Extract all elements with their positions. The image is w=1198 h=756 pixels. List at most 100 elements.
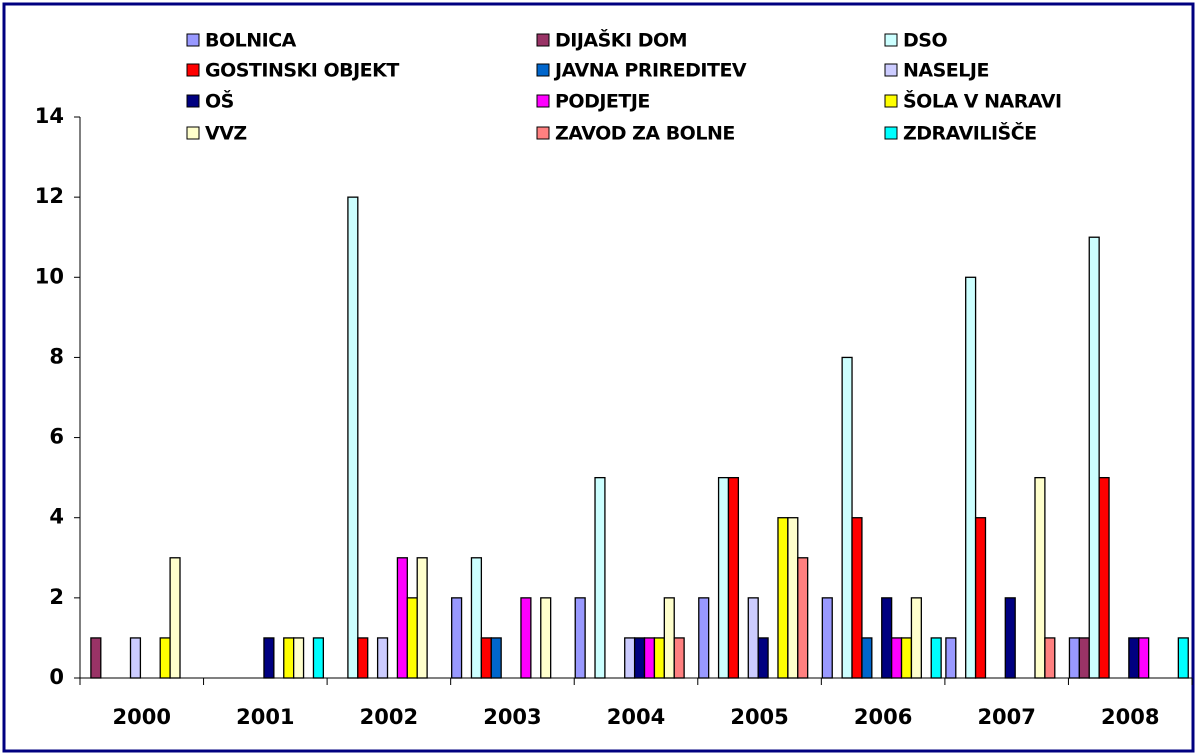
bar — [416, 557, 428, 679]
legend-label: GOSTINSKI OBJEKT — [205, 60, 399, 82]
bar — [451, 597, 463, 679]
bar — [698, 597, 710, 679]
bar — [1034, 476, 1046, 679]
legend-swatch — [186, 94, 200, 108]
bar — [1138, 637, 1150, 679]
bar — [159, 637, 171, 679]
bar — [861, 637, 873, 679]
bar — [574, 597, 586, 679]
bar — [890, 637, 903, 679]
x-tick-label: 2006 — [854, 705, 912, 729]
bar — [727, 476, 740, 679]
bar — [406, 597, 418, 679]
legend-label: VVZ — [205, 123, 247, 145]
bar — [787, 517, 799, 679]
bar — [490, 637, 502, 679]
legend-swatch — [884, 33, 898, 47]
bar — [663, 597, 675, 679]
y-tick-label: 0 — [49, 665, 64, 689]
bar — [841, 356, 853, 679]
bar — [1088, 236, 1100, 679]
x-tick-label: 2003 — [483, 705, 541, 729]
bar — [797, 557, 809, 679]
legend-label: OŠ — [205, 89, 234, 113]
x-tick-label: 2002 — [360, 705, 418, 729]
bar — [1128, 637, 1140, 679]
bar — [757, 637, 769, 679]
bar — [900, 637, 913, 679]
y-tick-label: 4 — [49, 505, 64, 529]
x-tick-label: 2008 — [1101, 705, 1159, 729]
legend-swatch — [536, 33, 550, 47]
bar — [1078, 637, 1090, 679]
bar — [470, 557, 483, 679]
bar — [293, 637, 305, 679]
bar — [851, 517, 863, 679]
legend-swatch — [186, 126, 200, 140]
legend-label: BOLNICA — [205, 30, 297, 52]
x-tick-label: 2004 — [607, 705, 665, 729]
y-tick-label: 12 — [35, 184, 64, 208]
legend-label: ŠOLA V NARAVI — [903, 89, 1062, 113]
bar — [1177, 637, 1189, 679]
legend-swatch — [186, 63, 200, 77]
x-tick-label: 2007 — [977, 705, 1035, 729]
bar — [169, 557, 181, 679]
legend-label: NASELJE — [903, 60, 989, 82]
bar — [653, 637, 665, 679]
y-tick-label: 8 — [49, 344, 64, 368]
bar — [974, 517, 987, 679]
bar — [965, 276, 977, 679]
legend-swatch — [536, 63, 550, 77]
legend-label: DSO — [903, 30, 947, 52]
bar — [480, 637, 492, 679]
bar — [1068, 637, 1080, 679]
bar — [283, 637, 295, 679]
bar — [821, 597, 833, 679]
bar — [347, 196, 359, 679]
bar — [1098, 476, 1110, 679]
bar — [90, 637, 102, 679]
bar — [1044, 637, 1056, 679]
legend-swatch — [884, 63, 898, 77]
y-tick-label: 10 — [35, 264, 64, 288]
bar — [881, 597, 893, 679]
bar — [1004, 597, 1016, 679]
bar — [312, 637, 325, 679]
bar — [717, 476, 730, 679]
legend-label: DIJAŠKI DOM — [555, 28, 687, 52]
bar — [624, 637, 636, 679]
bar — [540, 597, 552, 679]
x-tick-label: 2005 — [730, 705, 788, 729]
y-tick-label: 6 — [49, 425, 64, 449]
legend-label: ZAVOD ZA BOLNE — [555, 123, 735, 145]
bar — [263, 637, 275, 679]
bar — [777, 517, 789, 679]
bar — [357, 637, 369, 679]
y-tick-label: 2 — [49, 585, 64, 609]
legend-swatch — [536, 94, 550, 108]
bar — [930, 637, 942, 679]
bar — [910, 597, 922, 679]
legend-label: ZDRAVILIŠČE — [903, 121, 1037, 145]
legend-swatch — [884, 126, 898, 140]
legend-swatch — [186, 33, 200, 47]
y-tick-label: 14 — [35, 104, 64, 128]
bar — [945, 637, 957, 679]
legend-swatch — [536, 126, 550, 140]
legend-label: JAVNA PRIREDITEV — [553, 60, 747, 82]
bar — [633, 637, 646, 679]
x-tick-label: 2001 — [236, 705, 294, 729]
bar — [673, 637, 685, 679]
bar — [129, 637, 142, 679]
bar — [396, 557, 408, 679]
x-tick-label: 2000 — [113, 705, 171, 729]
bar — [376, 637, 389, 679]
bar — [747, 597, 759, 679]
bar — [594, 476, 606, 679]
bar — [520, 597, 532, 679]
legend-label: PODJETJE — [555, 91, 650, 113]
legend-swatch — [884, 94, 898, 108]
